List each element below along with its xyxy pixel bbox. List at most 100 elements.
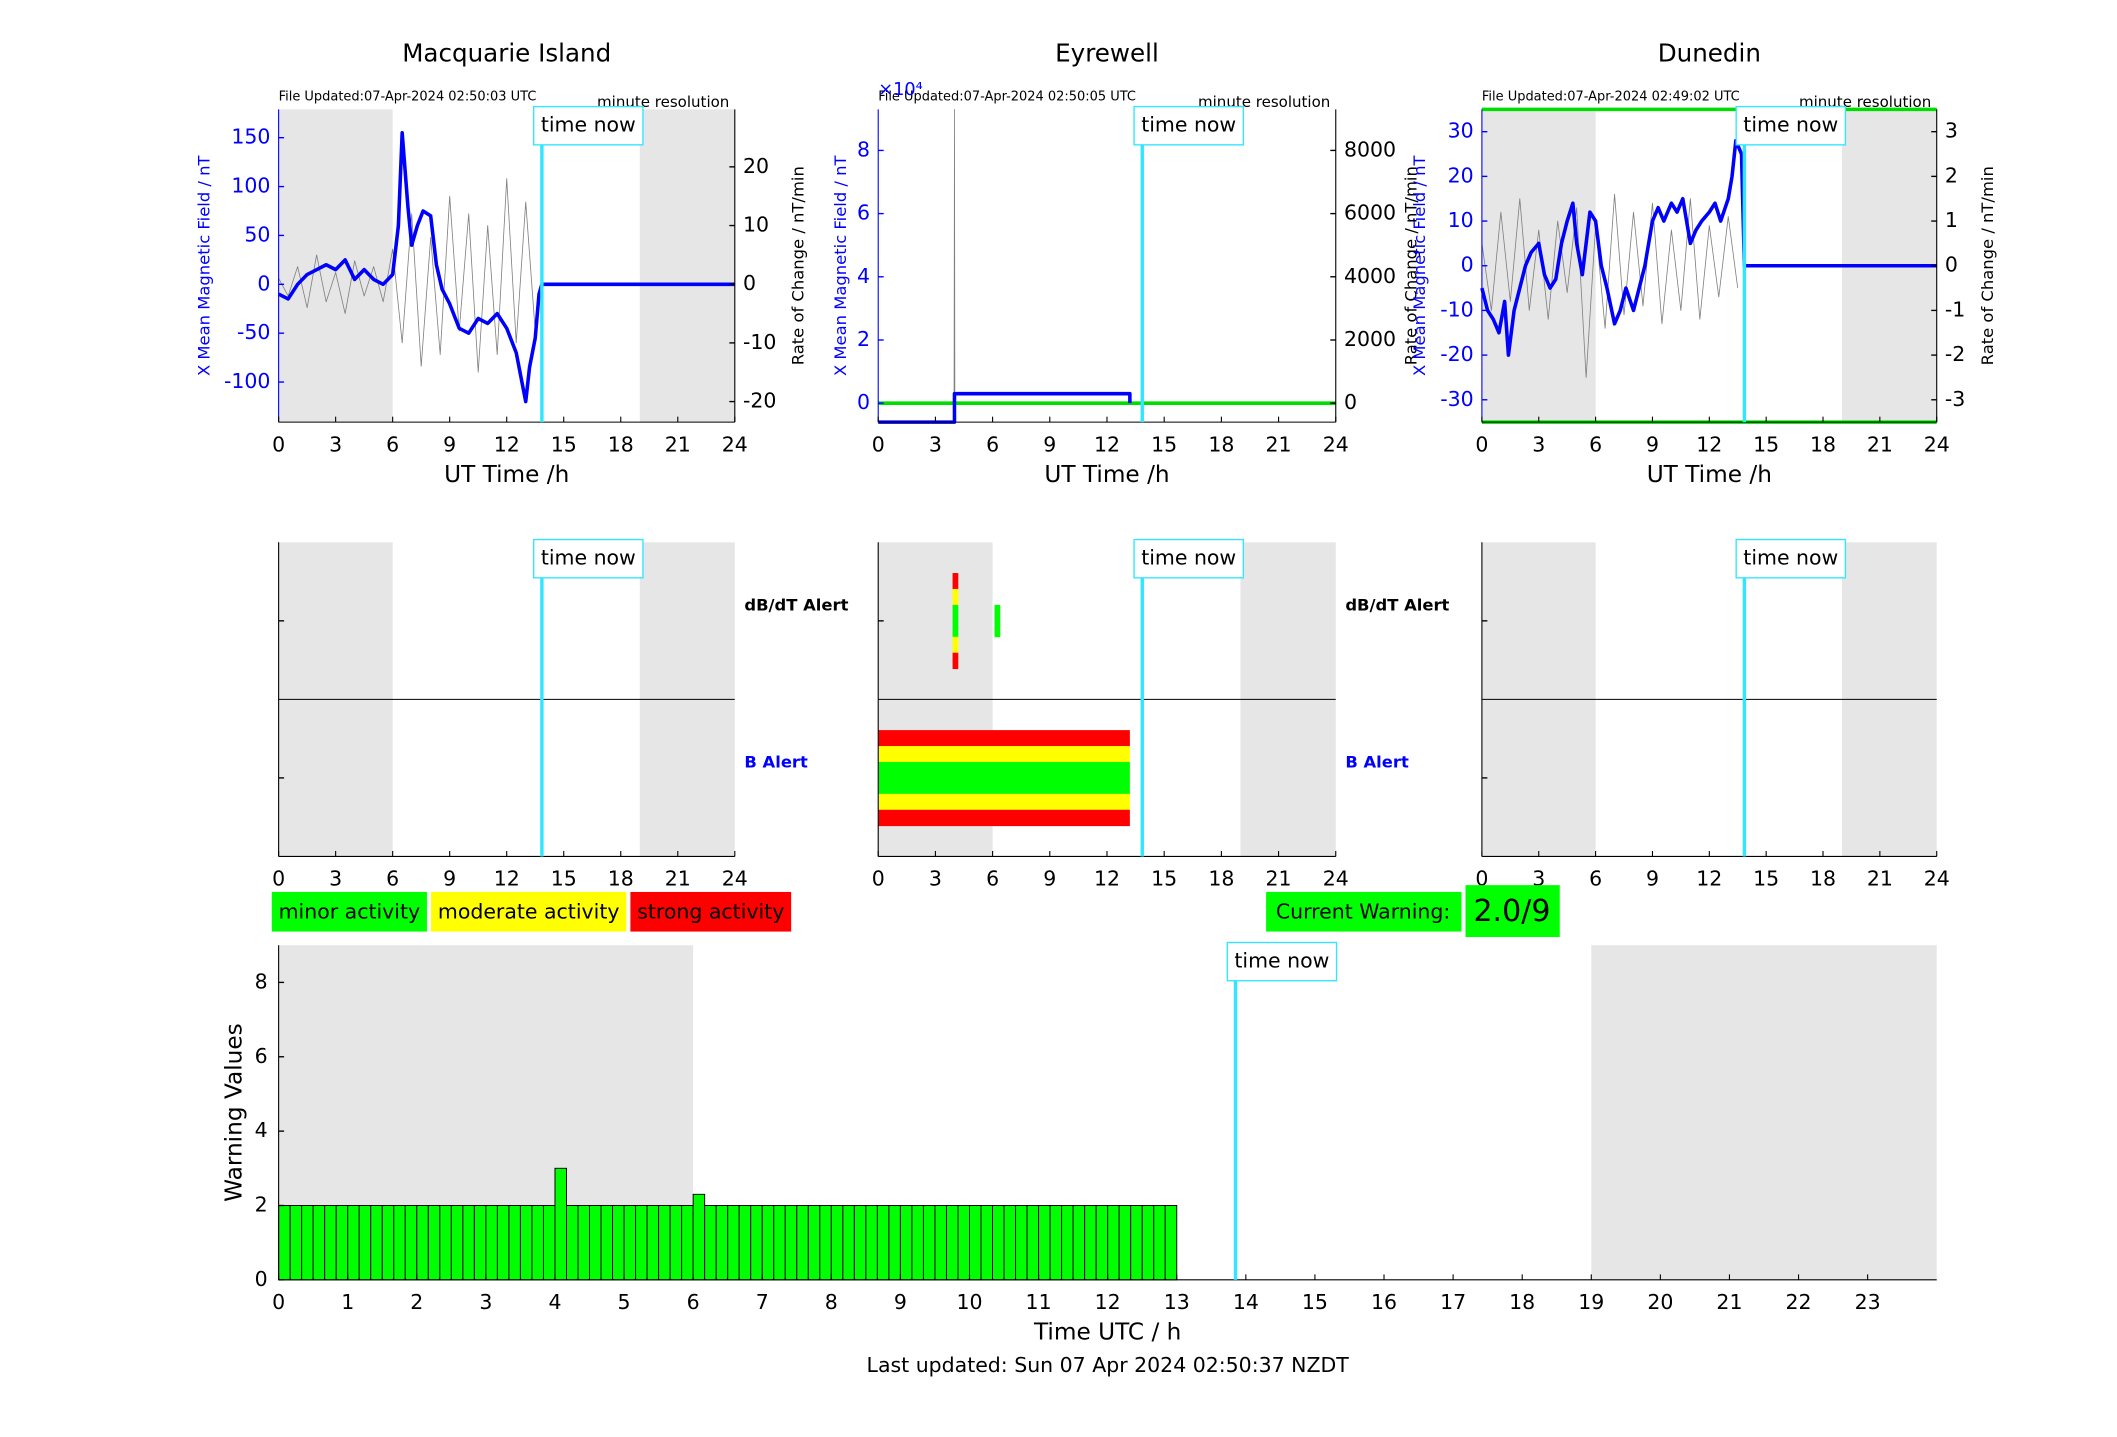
bar	[957, 1205, 970, 1281]
bar	[992, 1205, 1005, 1281]
bar	[301, 1205, 314, 1281]
chart-title: Macquarie Island	[402, 39, 611, 68]
bar	[577, 1205, 590, 1281]
y-tick-label: -100	[224, 369, 270, 393]
bar	[1072, 1205, 1086, 1281]
file-updated: File Updated:07-Apr-2024 02:49:02 UTC	[1482, 90, 1740, 105]
y2-tick-label: -20	[743, 389, 776, 413]
x-tick-label: 18	[608, 432, 634, 456]
alert-stripe	[952, 588, 959, 606]
x-tick-label: 3	[479, 1290, 492, 1314]
bar	[278, 1205, 291, 1281]
time-now-label: time now	[1743, 113, 1838, 137]
y-tick-label: 100	[231, 174, 270, 198]
bar	[911, 1205, 924, 1281]
night-shade	[1591, 945, 1937, 1280]
bar	[473, 1205, 487, 1281]
bar	[784, 1205, 798, 1281]
x-tick-label: 15	[1753, 867, 1779, 891]
y-tick-label: 4	[255, 1118, 268, 1142]
bar	[888, 1205, 901, 1281]
time-now-box	[533, 538, 644, 579]
bar	[1061, 1205, 1074, 1281]
alert-stripe	[878, 809, 1130, 827]
file-updated: File Updated:07-Apr-2024 02:50:03 UTC	[279, 90, 537, 105]
bar	[934, 1205, 947, 1281]
bar	[807, 1205, 821, 1281]
y2-tick-label: -1	[1945, 297, 1965, 321]
x-tick-label: 3	[1532, 867, 1545, 891]
x-tick-label: 21	[1867, 432, 1893, 456]
bar	[600, 1205, 614, 1281]
time-now-label: time now	[541, 113, 636, 137]
current-warning-label: Current Warning:	[1276, 899, 1450, 923]
y2-tick-label: 6000	[1344, 201, 1396, 225]
x-tick-label: 21	[1867, 867, 1893, 891]
bar	[865, 1205, 878, 1281]
time-now-label: time now	[1141, 113, 1236, 137]
bar	[1141, 1205, 1155, 1281]
bar	[899, 1205, 913, 1281]
y-tick-label: 4	[857, 264, 870, 288]
x-tick-label: 0	[1475, 432, 1488, 456]
bar	[485, 1205, 498, 1281]
x-tick-label: 23	[1855, 1290, 1881, 1314]
alert-stripe	[994, 620, 1001, 638]
bar	[416, 1205, 429, 1281]
y-tick-label: -10	[1440, 297, 1473, 321]
y-axis-label: X Mean Magnetic Field / nT	[831, 154, 850, 376]
alert-label: dB/dT Alert	[1345, 595, 1449, 614]
x-tick-label: 6	[386, 432, 399, 456]
alert-stripe	[952, 604, 959, 622]
bar	[347, 1205, 360, 1281]
series-line	[1480, 138, 1937, 357]
y2-tick-label: 20	[743, 154, 769, 178]
series-line	[278, 178, 536, 373]
alert-stripe	[994, 604, 1001, 622]
bar	[1153, 1205, 1166, 1281]
x-tick-label: 21	[665, 432, 691, 456]
time-now-label: time now	[1743, 546, 1838, 570]
x-tick-label: 3	[929, 432, 942, 456]
y2-tick-label: 10	[743, 213, 769, 237]
bar	[1084, 1205, 1097, 1281]
y-tick-label: 8	[857, 137, 870, 161]
x-tick-label: 16	[1371, 1290, 1397, 1314]
x-tick-label: 14	[1233, 1290, 1259, 1314]
x-tick-label: 0	[272, 867, 285, 891]
y-tick-label: -50	[237, 320, 270, 344]
bar	[450, 1205, 464, 1281]
bar	[646, 1205, 660, 1281]
x-tick-label: 6	[687, 1290, 700, 1314]
bar	[738, 1205, 752, 1281]
series-line	[1481, 193, 1739, 378]
alert-stripe	[952, 636, 959, 654]
night-shade	[278, 109, 393, 423]
y2-tick-label: 0	[743, 271, 756, 295]
x-tick-label: 0	[272, 432, 285, 456]
night-shade	[639, 109, 735, 423]
x-tick-label: 3	[1532, 432, 1545, 456]
x-tick-label: 15	[551, 867, 577, 891]
time-now-box	[1226, 941, 1338, 982]
y2-tick-label: 8000	[1344, 137, 1396, 161]
y2-tick-label: -2	[1945, 342, 1965, 366]
time-now-label: time now	[541, 546, 636, 570]
bar	[1095, 1205, 1109, 1281]
alert-stripe	[952, 620, 959, 638]
x-tick-label: 9	[1646, 867, 1659, 891]
x-tick-label: 15	[1151, 867, 1177, 891]
x-tick-label: 9	[443, 432, 456, 456]
bar	[715, 1205, 729, 1281]
y2-tick-label: -10	[743, 330, 776, 354]
bar	[289, 1205, 303, 1281]
alert-stripe	[878, 793, 1130, 811]
x-tick-label: 18	[1810, 867, 1836, 891]
bar	[1026, 1205, 1040, 1281]
y-tick-label: 6	[857, 201, 870, 225]
x-tick-label: 12	[1696, 867, 1722, 891]
x-axis-label: UT Time /h	[1647, 461, 1772, 488]
bar	[508, 1205, 521, 1281]
